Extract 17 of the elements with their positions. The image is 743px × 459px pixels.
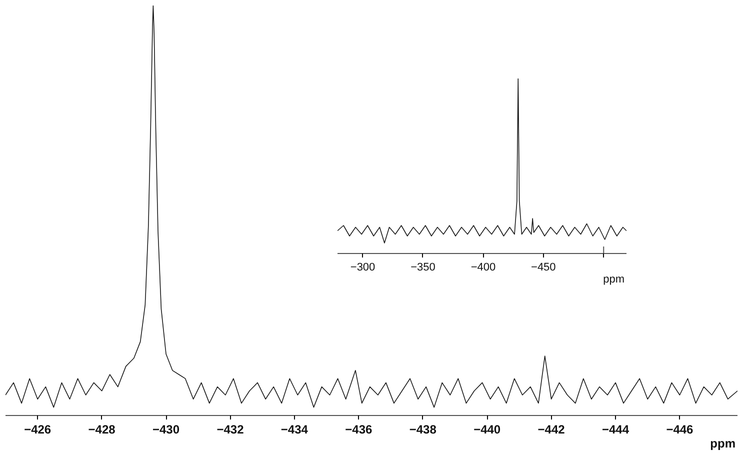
x-tick-label: −428 (88, 422, 116, 436)
x-tick-label: −442 (538, 422, 566, 436)
x-tick-label: −444 (602, 422, 630, 436)
x-tick-label: −446 (666, 422, 694, 436)
x-tick-label: −438 (409, 422, 437, 436)
x-axis-title: ppm (710, 436, 736, 450)
x-tick-label: −432 (216, 422, 244, 436)
x-tick-label: −440 (474, 422, 501, 436)
x-tick-label: −426 (24, 422, 52, 436)
x-tick-label: −300 (350, 262, 376, 274)
x-tick-label: −400 (470, 262, 496, 274)
x-tick-label: −436 (345, 422, 372, 436)
x-axis-title: ppm (603, 274, 625, 286)
x-tick-label: −434 (280, 422, 308, 436)
x-tick-label: −430 (152, 422, 180, 436)
x-tick-label: −450 (531, 262, 556, 274)
x-tick-label: −350 (410, 262, 436, 274)
